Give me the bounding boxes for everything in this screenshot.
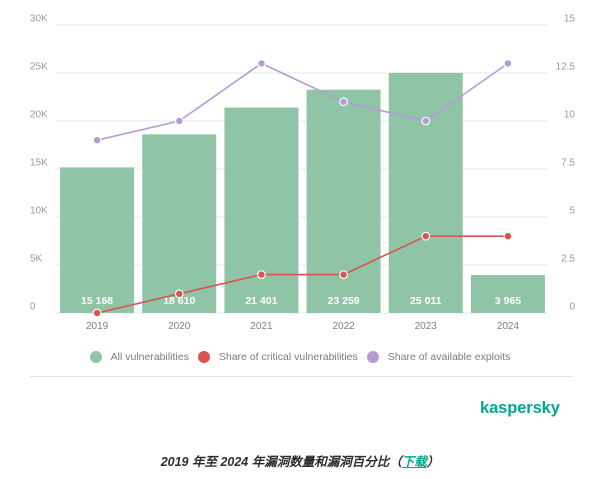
legend-label-all-vulnerabilities: All vulnerabilities [110,351,189,363]
y-axis-right: 0 2.5 5 7.5 10 12.5 15 [556,14,576,313]
y-left-tick-label: 30K [30,14,48,25]
y-right-tick-label: 2.5 [561,254,575,265]
gridlines [56,24,549,314]
series-critical-share [92,231,513,318]
x-tick-label: 2021 [250,321,273,332]
divider [30,376,572,377]
x-tick-label: 2022 [332,321,355,332]
x-tick-label: 2023 [415,321,438,332]
bar-all-vulnerabilities [142,134,217,313]
legend-item-exploits-share: Share of available exploits [366,350,511,364]
bar-value-label: 23 259 [328,295,360,307]
x-axis: 2019 2020 2021 2022 2023 2024 [86,321,520,332]
legend-marker-all-vulnerabilities [89,351,102,363]
y-right-tick-label: 15 [564,14,576,25]
line-critical-share [96,235,508,314]
y-left-tick-label: 10K [30,206,48,217]
bar-all-vulnerabilities [224,107,299,313]
caption-text-end: ） [426,455,440,469]
point-critical-share [503,231,513,241]
y-left-tick-label: 0 [30,302,36,313]
bar-value-label: 21 401 [245,295,277,307]
point-critical-share [257,270,266,280]
point-critical-share [339,270,348,280]
point-exploits-share [503,59,513,68]
point-critical-share [421,231,431,241]
y-axis-left: 0 5K 10K 15K 20K 25K 30K [30,14,48,313]
y-right-tick-label: 10 [564,110,576,121]
y-left-tick-label: 20K [30,110,48,121]
bar-value-label: 3 965 [495,295,521,307]
x-tick-label: 2019 [86,321,109,332]
bar-value-label: 18 610 [163,295,195,307]
y-right-tick-label: 7.5 [561,158,575,169]
point-exploits-share [421,116,431,126]
legend-label-critical-share: Share of critical vulnerabilities [218,351,358,363]
series-exploits-share [92,59,513,145]
bar-all-vulnerabilities [60,167,135,313]
legend-item-all-vulnerabilities: All vulnerabilities [89,350,189,364]
point-exploits-share [174,116,184,126]
legend-item-critical-share: Share of critical vulnerabilities [197,350,358,364]
bar-value-label: 15 168 [81,295,113,307]
line-exploits-share [96,62,509,141]
x-tick-label: 2020 [168,321,191,332]
legend-marker-exploits-share [366,351,379,363]
download-link[interactable]: 下载 [401,455,427,469]
y-right-tick-label: 12.5 [556,62,576,73]
x-tick-label: 2024 [497,321,520,332]
point-critical-share [174,289,184,299]
y-right-tick-label: 0 [569,302,575,313]
legend-label-exploits-share: Share of available exploits [387,351,511,363]
chart-legend: All vulnerabilities Share of critical vu… [0,350,600,364]
point-exploits-share [92,135,102,145]
caption-text: 2019 年至 2024 年漏洞数量和漏洞百分比（ [160,455,402,469]
y-left-tick-label: 5K [30,254,43,265]
bar-all-vulnerabilities [388,72,463,313]
legend-marker-critical-share [197,351,210,363]
bar-all-vulnerabilities [306,89,381,314]
y-left-tick-label: 15K [30,158,48,169]
point-critical-share [92,308,102,318]
point-exploits-share [257,59,266,68]
y-left-tick-label: 25K [30,62,48,73]
kaspersky-logo: kaspersky [480,399,560,417]
figure-caption: 2019 年至 2024 年漏洞数量和漏洞百分比（下载） [0,453,600,471]
bars-all-vulnerabilities: 15 168 18 610 21 401 23 259 25 011 3 965 [60,72,545,314]
y-right-tick-label: 5 [569,206,575,217]
bar-value-label: 25 011 [410,295,442,307]
vulnerabilities-chart: 0 5K 10K 15K 20K 25K 30K 0 2.5 5 7.5 10 12.5 15 15 168… [30,14,576,333]
bar-all-vulnerabilities [470,274,545,313]
point-exploits-share [339,97,348,107]
